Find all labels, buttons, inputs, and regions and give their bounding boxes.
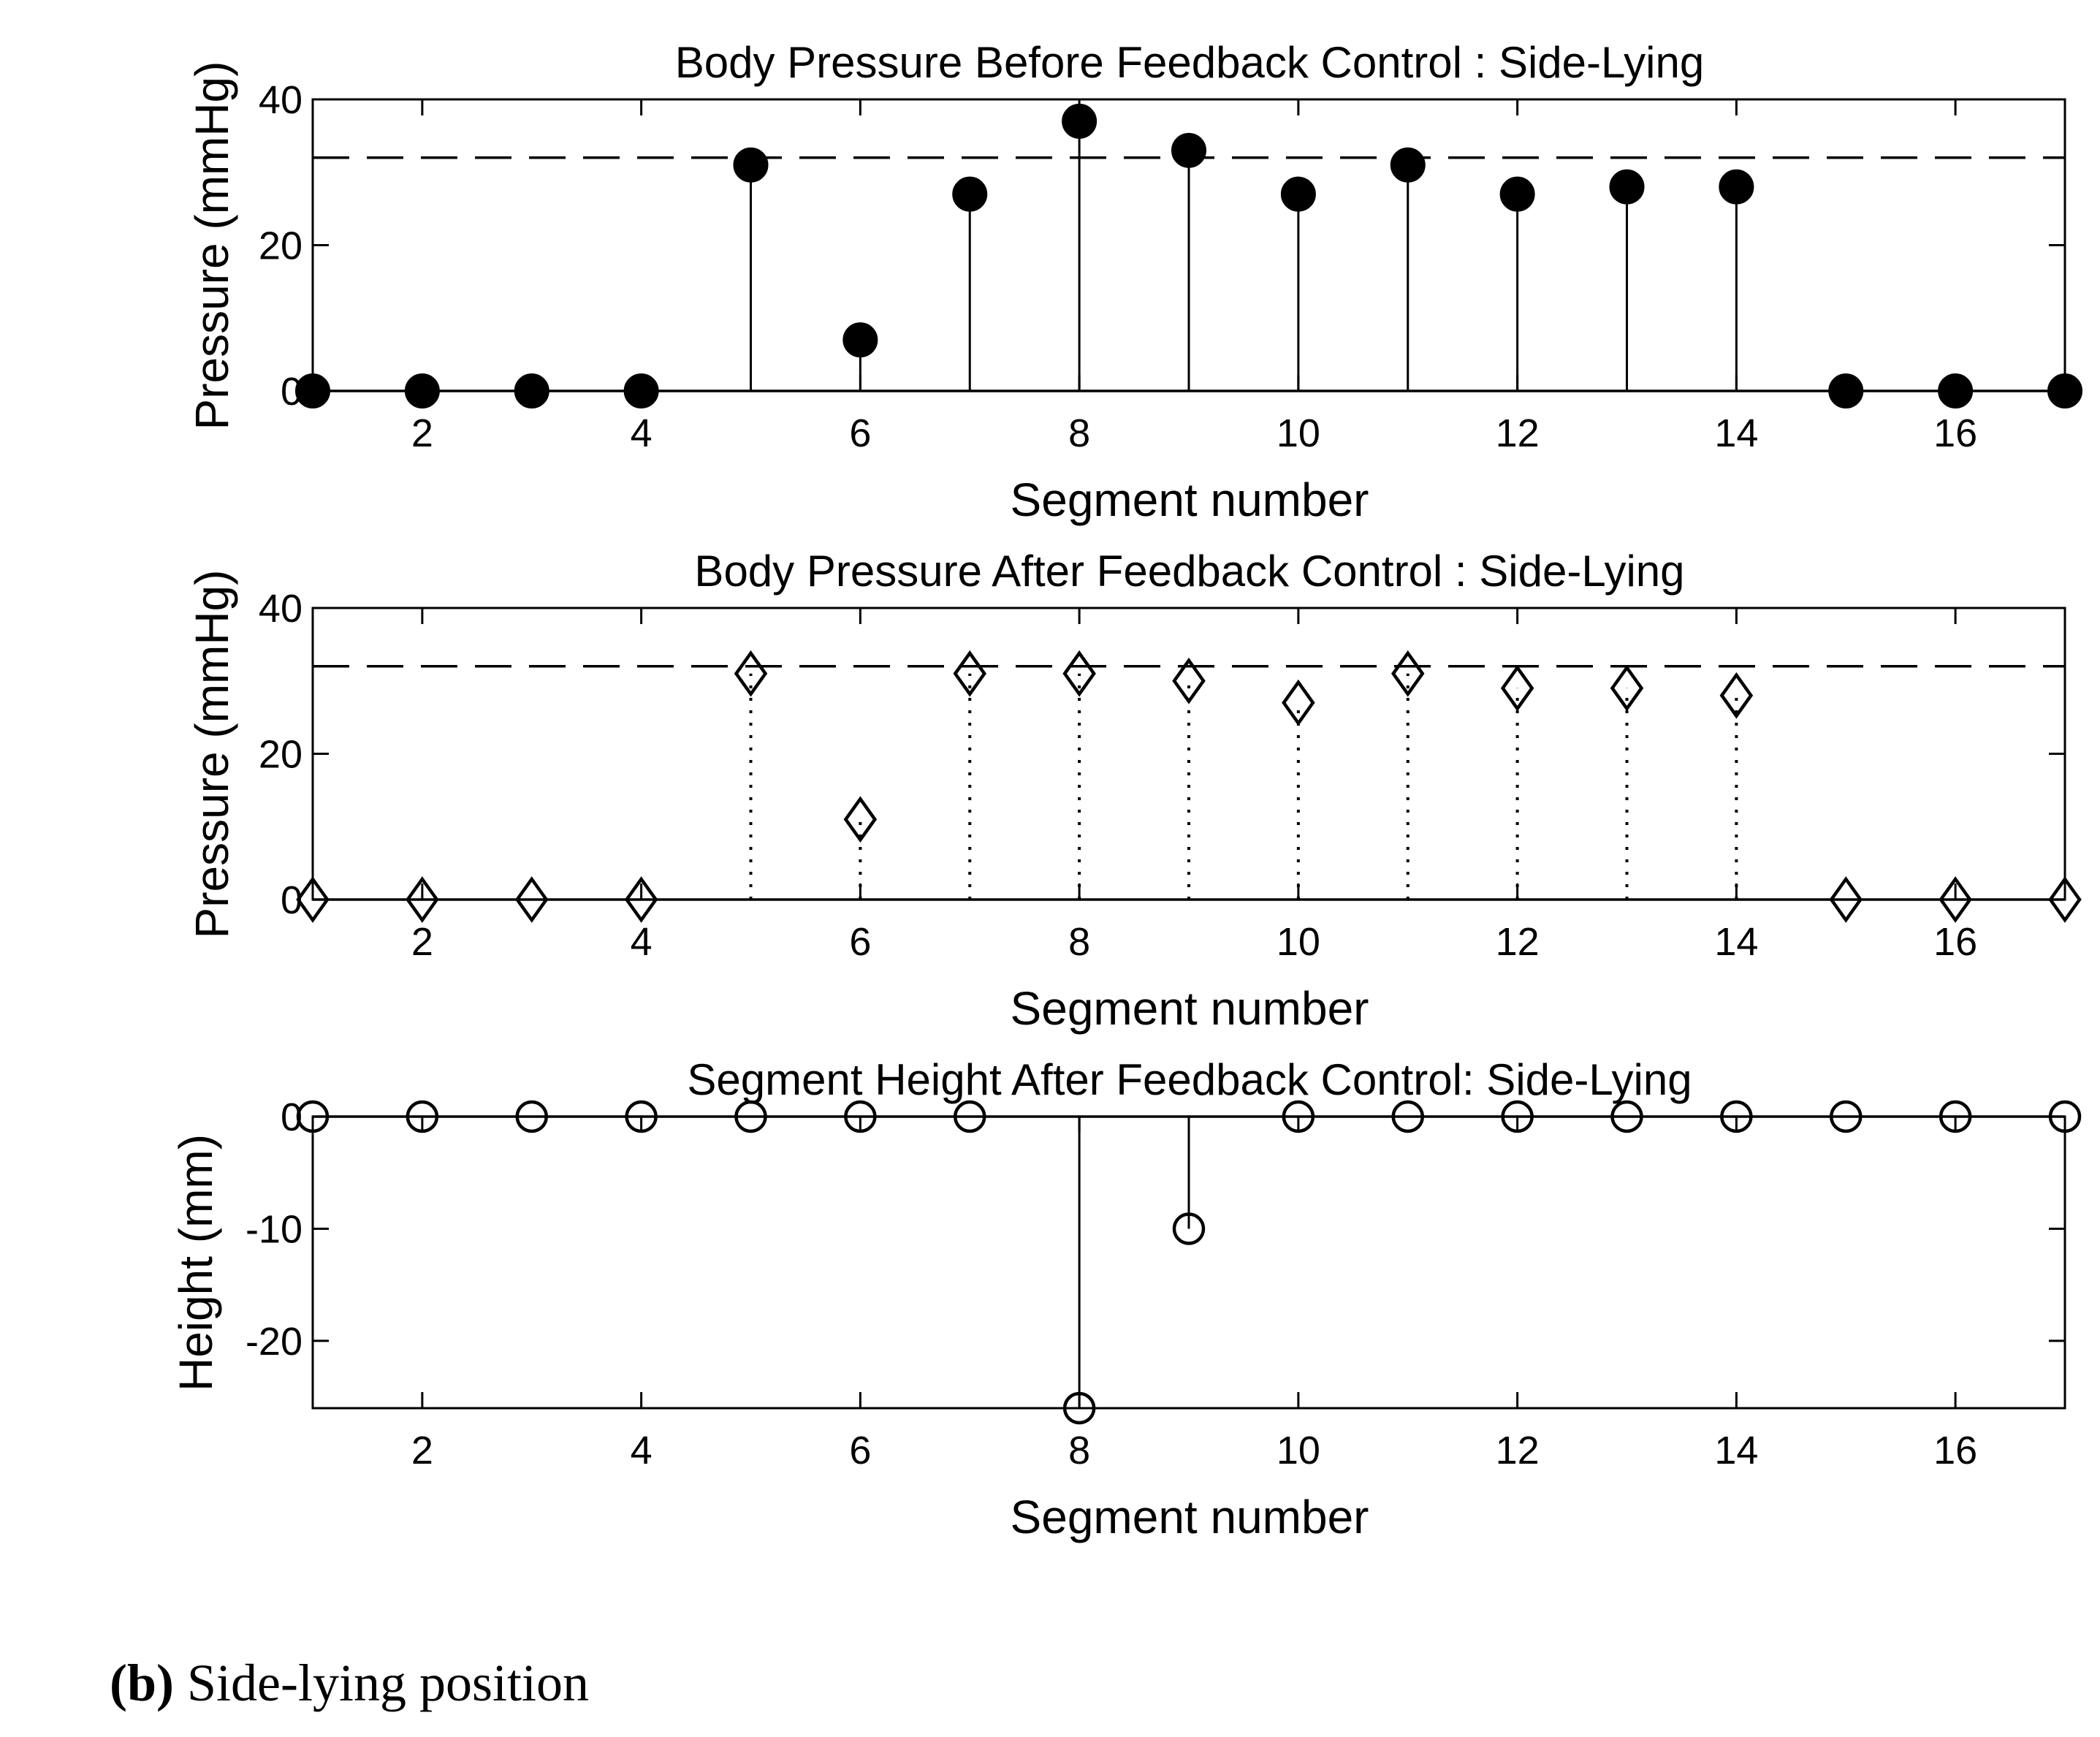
- y-tick-label: 20: [259, 224, 303, 268]
- data-point: [1609, 169, 1645, 205]
- y-axis-label: Pressure (mmHg): [186, 570, 238, 939]
- data-point: [1391, 650, 1425, 697]
- data-point: [1939, 876, 1972, 923]
- data-point: [623, 373, 659, 408]
- data-point: [734, 1100, 767, 1133]
- data-point: [1610, 664, 1644, 712]
- data-point: [1172, 657, 1206, 704]
- x-tick-label: 14: [1714, 920, 1758, 964]
- data-point: [515, 1100, 548, 1133]
- data-point: [1829, 876, 1863, 923]
- data-point: [842, 322, 878, 358]
- axes-box: [311, 607, 2066, 901]
- data-point: [295, 373, 330, 408]
- data-point: [844, 1100, 877, 1133]
- data-point: [406, 876, 439, 923]
- figure-caption: (b) Side-lying position: [110, 1653, 589, 1714]
- x-tick-label: 6: [849, 920, 871, 964]
- data-point: [953, 650, 987, 697]
- data-point: [1828, 373, 1864, 408]
- data-point: [624, 876, 658, 923]
- chart-panel-before: Body Pressure Before Feedback Control : …: [186, 38, 2082, 526]
- data-point: [514, 876, 549, 923]
- x-tick-label: 8: [1068, 411, 1090, 455]
- data-point: [1062, 103, 1097, 139]
- data-point: [1938, 373, 1974, 408]
- data-point: [1390, 147, 1426, 183]
- caption-label: (b): [110, 1654, 174, 1712]
- data-point: [296, 876, 330, 923]
- data-point: [404, 373, 440, 408]
- x-tick-label: 2: [411, 1429, 433, 1472]
- data-point: [1719, 672, 1754, 719]
- x-tick-label: 10: [1277, 1429, 1320, 1472]
- data-point: [954, 1100, 986, 1133]
- x-tick-label: 16: [1933, 411, 1977, 455]
- x-tick-label: 8: [1068, 920, 1090, 964]
- data-point: [1501, 1100, 1534, 1133]
- data-point: [1172, 1212, 1206, 1245]
- x-tick-label: 4: [631, 1429, 653, 1472]
- x-axis-label: Segment number: [1011, 982, 1369, 1035]
- data-point: [843, 796, 878, 843]
- data-point: [734, 650, 768, 697]
- x-tick-label: 14: [1714, 411, 1758, 455]
- data-point: [514, 373, 549, 408]
- chart-title: Segment Height After Feedback Control: S…: [687, 1055, 1692, 1104]
- data-point: [733, 147, 769, 183]
- chart-panel-height: Segment Height After Feedback Control: S…: [170, 1055, 2082, 1543]
- x-tick-label: 14: [1714, 1429, 1758, 1472]
- data-point: [2048, 1100, 2082, 1133]
- data-point: [1062, 1391, 1096, 1425]
- data-point: [1499, 176, 1535, 212]
- data-point: [2047, 373, 2082, 408]
- data-point: [1282, 679, 1315, 726]
- x-tick-label: 2: [411, 411, 433, 455]
- data-point: [1500, 664, 1534, 712]
- x-axis-label: Segment number: [1011, 1491, 1369, 1543]
- y-tick-label: 40: [259, 587, 303, 631]
- data-point: [952, 176, 988, 212]
- y-tick-label: -20: [246, 1320, 303, 1364]
- y-tick-label: -10: [246, 1207, 303, 1251]
- y-tick-label: 20: [259, 733, 303, 777]
- chart-title: Body Pressure Before Feedback Control : …: [675, 38, 1705, 87]
- x-tick-label: 12: [1496, 1429, 1540, 1472]
- data-point: [1939, 1100, 1972, 1133]
- data-point: [625, 1100, 658, 1133]
- data-point: [406, 1100, 439, 1133]
- x-tick-label: 16: [1933, 920, 1977, 964]
- y-axis-label: Pressure (mmHg): [186, 61, 238, 430]
- data-point: [1171, 132, 1206, 168]
- caption-text: Side-lying position: [187, 1654, 590, 1712]
- data-point: [1830, 1100, 1863, 1133]
- x-tick-label: 12: [1496, 920, 1540, 964]
- x-tick-label: 4: [631, 920, 653, 964]
- data-point: [296, 1100, 330, 1133]
- data-point: [2048, 876, 2082, 923]
- x-tick-label: 6: [849, 1429, 871, 1472]
- data-point: [1062, 650, 1096, 697]
- x-tick-label: 8: [1068, 1429, 1090, 1472]
- x-tick-label: 12: [1496, 411, 1540, 455]
- x-tick-label: 4: [631, 411, 653, 455]
- y-axis-label: Height (mm): [170, 1134, 222, 1391]
- data-point: [1719, 169, 1754, 205]
- x-tick-label: 16: [1933, 1429, 1977, 1472]
- data-point: [1610, 1100, 1643, 1133]
- x-tick-label: 10: [1277, 920, 1320, 964]
- data-point: [1720, 1100, 1753, 1133]
- x-tick-label: 6: [849, 411, 871, 455]
- data-point: [1391, 1100, 1424, 1133]
- data-point: [1282, 1100, 1315, 1133]
- x-tick-label: 2: [411, 920, 433, 964]
- data-point: [1280, 176, 1316, 212]
- chart-panel-after: Body Pressure After Feedback Control : S…: [186, 547, 2082, 1035]
- chart-title: Body Pressure After Feedback Control : S…: [694, 547, 1684, 596]
- x-axis-label: Segment number: [1011, 474, 1369, 526]
- x-tick-label: 10: [1277, 411, 1320, 455]
- y-tick-label: 40: [259, 78, 303, 122]
